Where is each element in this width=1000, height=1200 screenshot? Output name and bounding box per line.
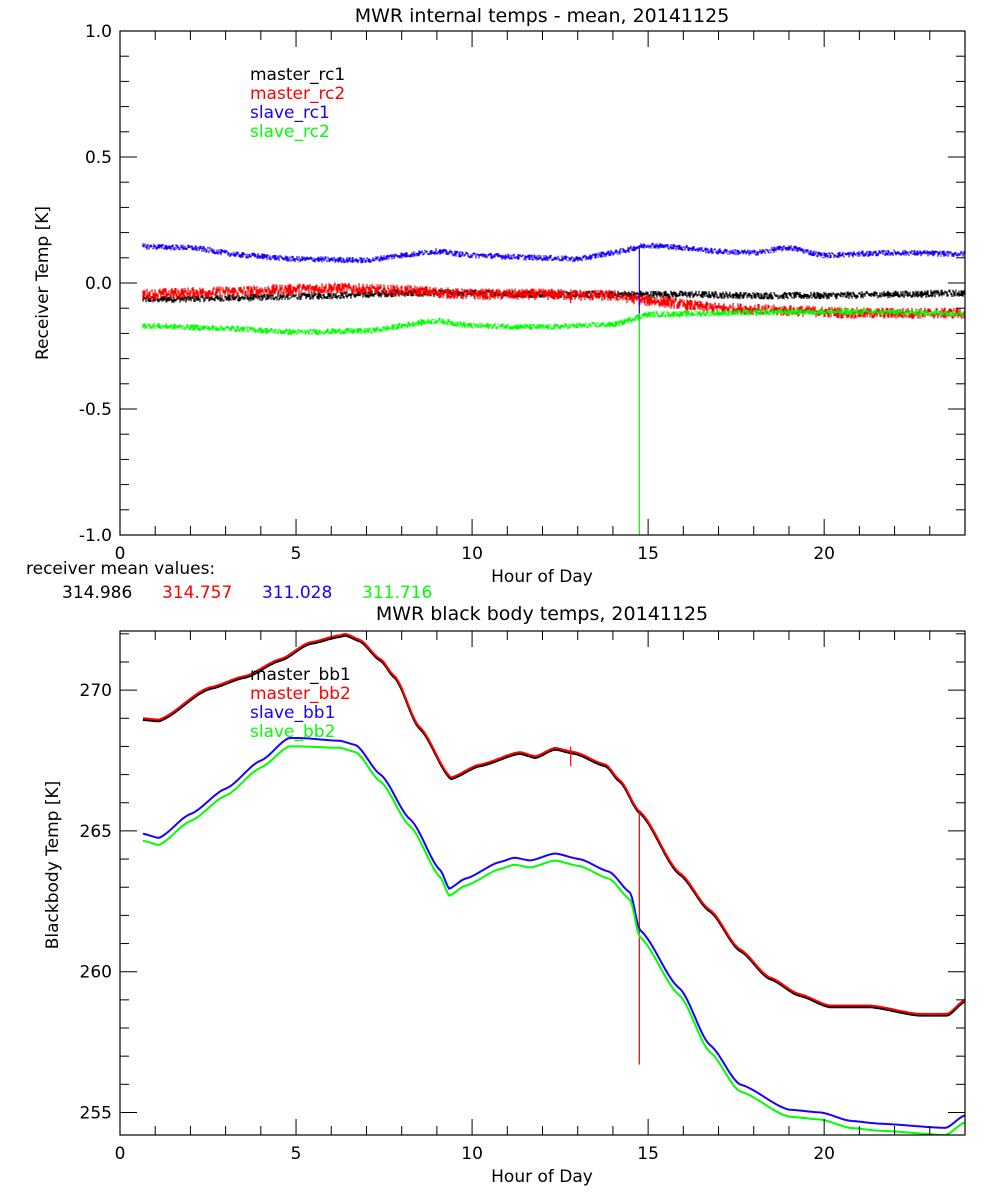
legend-item-master-bb2: master_bb2 (250, 684, 351, 704)
legend: master_bb1 master_bb2 slave_bb1 slave_bb… (250, 665, 351, 742)
x-axis-label: Hour of Day (491, 1167, 593, 1187)
plot-frame (119, 30, 966, 536)
legend-item-master-bb1: master_bb1 (250, 665, 351, 685)
data-band (142, 308, 965, 336)
y-tick-label: -1.0 (79, 526, 112, 546)
legend-item-master-rc2: master_rc2 (250, 84, 345, 104)
y-tick-label: 260 (80, 963, 112, 983)
axes: 0 5 10 15 20 -1.0 -0.5 0.0 0.5 1.0 (79, 22, 966, 564)
x-tick-label: 15 (637, 544, 659, 564)
legend: master_rc1 master_rc2 slave_rc1 slave_rc… (250, 65, 345, 142)
legend-item-slave-bb2: slave_bb2 (250, 722, 335, 742)
x-tick-label: 5 (291, 1144, 302, 1164)
legend-item-slave-rc1: slave_rc1 (250, 103, 330, 123)
plot-area (142, 242, 965, 535)
x-tick-label: 0 (115, 1144, 126, 1164)
data-line (142, 745, 965, 1135)
series-slave-bb1 (142, 737, 965, 1129)
x-tick-label: 15 (637, 1144, 659, 1164)
y-tick-label: 265 (80, 822, 112, 842)
legend-item-master-rc1: master_rc1 (250, 65, 345, 85)
x-tick-label: 5 (291, 544, 302, 564)
chart-title: MWR black body temps, 20141125 (376, 603, 708, 625)
receiver-temps-chart: MWR internal temps - mean, 20141125 0 5 10… (33, 5, 966, 587)
plot-frame (119, 630, 966, 1136)
data-line (142, 634, 965, 1017)
data-line (142, 737, 965, 1129)
series-master-bb1 (142, 634, 965, 1017)
x-tick-label: 20 (813, 1144, 835, 1164)
x-tick-label: 0 (115, 544, 126, 564)
y-tick-label: 270 (80, 681, 112, 701)
y-tick-label: 255 (80, 1103, 112, 1123)
series-slave-bb2 (142, 745, 965, 1135)
x-axis-label: Hour of Day (491, 567, 593, 587)
series-master-bb2 (142, 632, 965, 1065)
legend-item-slave-rc2: slave_rc2 (250, 122, 330, 142)
mean-value-slave-rc1: 311.028 (262, 583, 332, 603)
y-tick-label: 1.0 (85, 22, 112, 42)
plot-area (142, 632, 965, 1135)
mean-value-slave-rc2: 311.716 (362, 583, 432, 603)
mean-value-master-rc2: 314.757 (162, 583, 232, 603)
x-tick-label: 10 (461, 544, 483, 564)
receiver-mean-values: receiver mean values: 314.986 314.757 31… (26, 559, 432, 603)
y-tick-label: 0.5 (85, 148, 112, 168)
y-axis-label: Blackbody Temp [K] (43, 781, 63, 950)
x-tick-label: 20 (813, 544, 835, 564)
y-tick-label: -0.5 (79, 400, 112, 420)
blackbody-temps-chart: MWR black body temps, 20141125 0 5 10 15 20 2… (43, 603, 966, 1187)
x-tick-label: 10 (461, 1144, 483, 1164)
mean-values-label: receiver mean values: (26, 559, 215, 579)
legend-item-slave-bb1: slave_bb1 (250, 703, 335, 723)
chart-title: MWR internal temps - mean, 20141125 (355, 5, 730, 27)
mean-value-master-rc1: 314.986 (62, 583, 132, 603)
data-band (142, 242, 965, 264)
y-axis-label: Receiver Temp [K] (33, 206, 53, 360)
series-slave-rc1 (142, 242, 965, 321)
data-line (142, 632, 965, 1015)
y-tick-label: 0.0 (85, 274, 112, 294)
series-slave-rc2 (142, 308, 965, 535)
axes: 0 5 10 15 20 255 260 265 270 (80, 630, 966, 1164)
